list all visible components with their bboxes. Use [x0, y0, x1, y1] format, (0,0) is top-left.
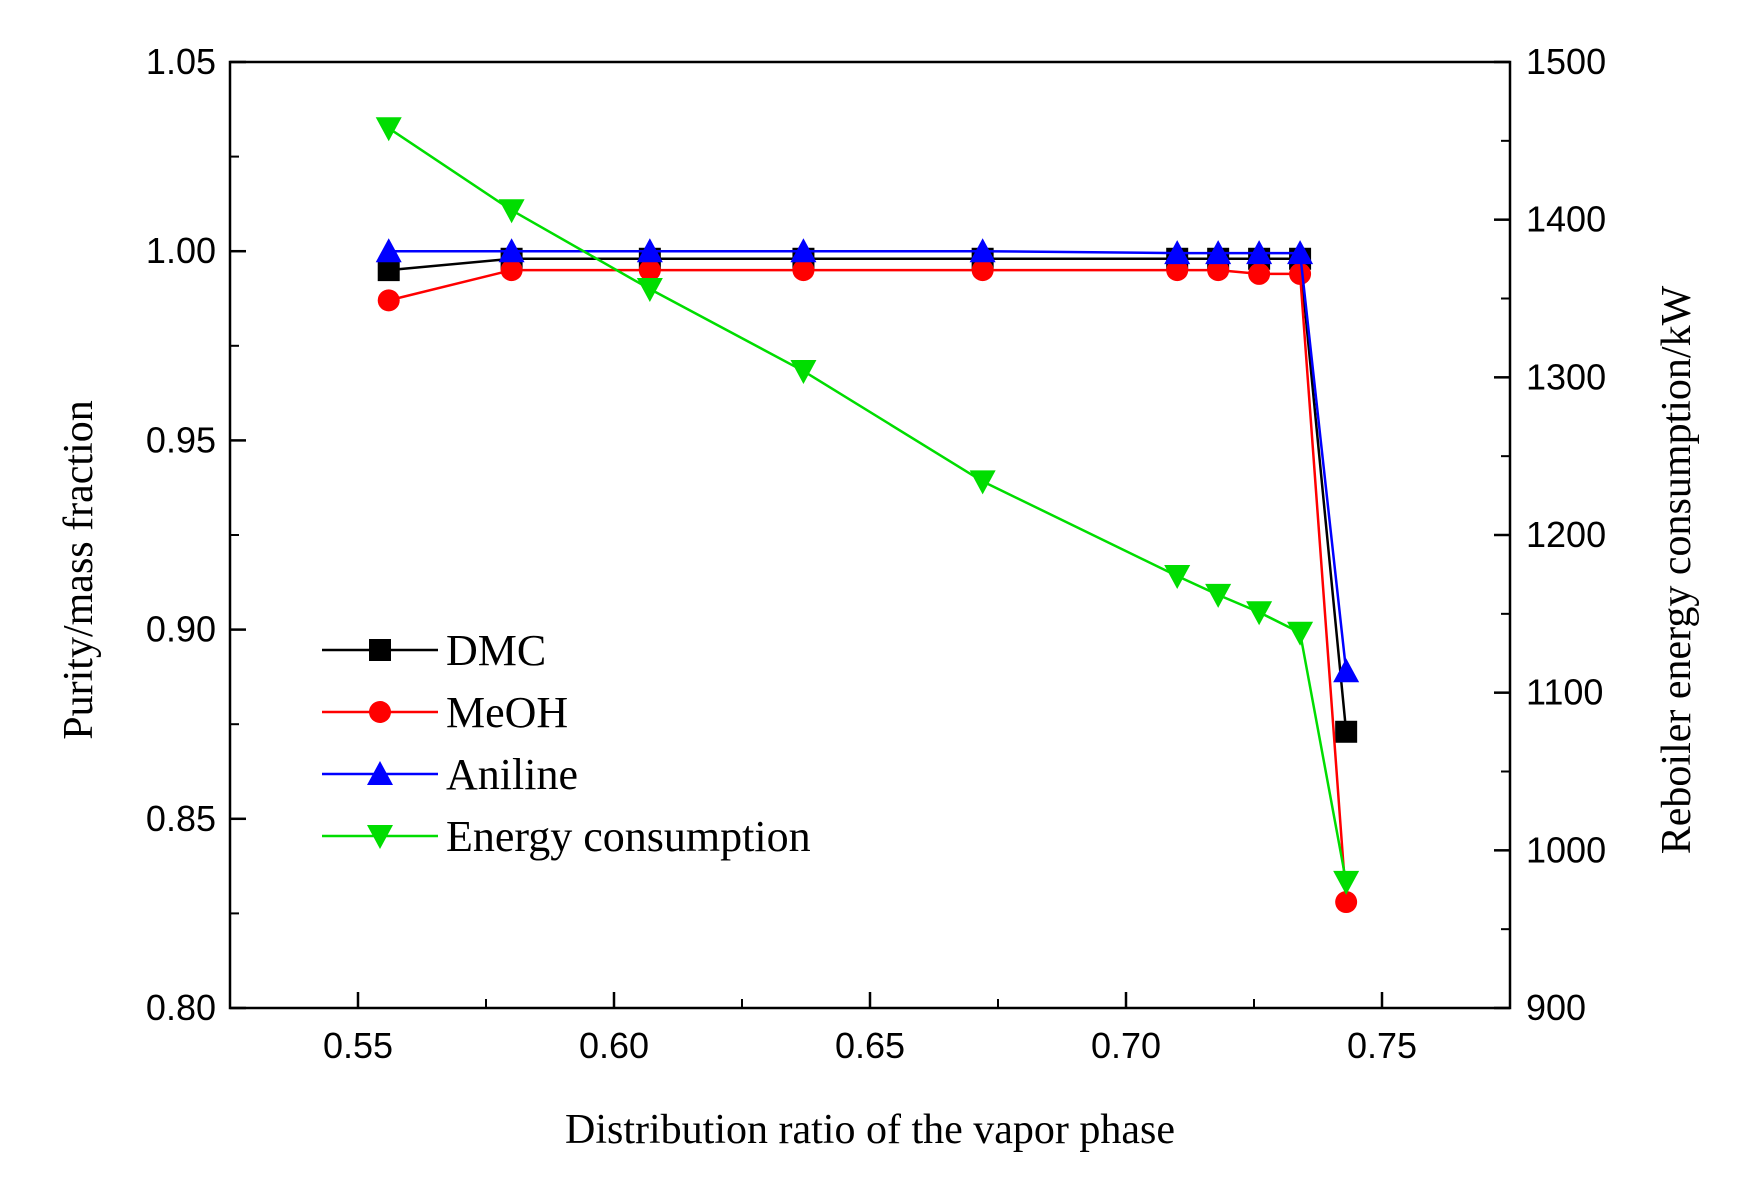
data-point-energy-consumption [375, 117, 402, 142]
legend-marker-meoh [369, 701, 391, 723]
data-point-meoh [377, 289, 400, 312]
y-tick-label: 0.95 [146, 419, 216, 460]
data-point-aniline [1287, 240, 1314, 265]
legend-item-dmc: DMC [322, 626, 546, 675]
y-tick-label: 1.05 [146, 41, 216, 82]
y2-tick-label: 1200 [1526, 514, 1606, 555]
legend-item-aniline: Aniline [322, 750, 578, 799]
y-axis-title: Purity/mass fraction [56, 400, 102, 739]
x-tick-label: 0.60 [579, 1025, 649, 1066]
data-point-aniline [1333, 658, 1360, 683]
y2-tick-label: 1500 [1526, 41, 1606, 82]
y2-tick-label: 1000 [1526, 829, 1606, 870]
series-layer [375, 117, 1360, 914]
data-point-aniline [375, 238, 402, 263]
legend-label-meoh: MeOH [446, 688, 568, 737]
legend-label-dmc: DMC [446, 626, 546, 675]
series-line-dmc [388, 257, 1348, 732]
data-point-energy-consumption [1287, 621, 1314, 646]
legend-marker-energy-consumption [367, 825, 393, 849]
data-point-meoh [792, 259, 815, 282]
data-point-meoh [1248, 262, 1271, 285]
y-tick-label: 0.85 [146, 798, 216, 839]
data-point-energy-consumption [969, 470, 996, 495]
data-point-energy-consumption [636, 278, 663, 303]
data-point-dmc [1335, 720, 1358, 743]
series-line-energy-consumption [388, 127, 1348, 883]
data-point-energy-consumption [1333, 870, 1360, 895]
data-point-energy-consumption [790, 360, 817, 385]
legend-marker-aniline [367, 761, 393, 785]
y2-tick-label: 1100 [1526, 672, 1603, 713]
data-point-aniline [1164, 240, 1191, 265]
x-tick-label: 0.70 [1091, 1025, 1161, 1066]
series-line-aniline [388, 249, 1348, 672]
legend: DMC MeOH Aniline Energy consumption [322, 626, 811, 861]
y2-axis-title: Reboiler energy consumption/kW [1654, 285, 1700, 854]
y2-tick-label: 1300 [1526, 356, 1606, 397]
y-tick-label: 1.00 [146, 230, 216, 271]
series-line-meoh [388, 268, 1348, 903]
data-point-meoh [1207, 259, 1230, 282]
legend-label-energy-consumption: Energy consumption [446, 812, 811, 861]
data-point-meoh [1289, 262, 1312, 285]
legend-item-meoh: MeOH [322, 688, 568, 737]
y2-tick-label: 1400 [1526, 199, 1606, 240]
data-point-aniline [969, 238, 996, 263]
data-point-dmc [377, 259, 400, 282]
x-axis-title: Distribution ratio of the vapor phase [565, 1107, 1175, 1153]
data-point-energy-consumption [1164, 564, 1191, 589]
data-point-meoh [638, 259, 661, 282]
y-tick-label: 0.90 [146, 609, 216, 650]
data-point-meoh [1335, 891, 1358, 914]
x-tick-label: 0.55 [323, 1025, 393, 1066]
x-tick-label: 0.75 [1347, 1025, 1417, 1066]
axes: 0.55 0.60 0.65 0.70 0.75 0.80 0.85 0.90 0.95 1.00… [146, 41, 1606, 1066]
series-energy-consumption [375, 117, 1360, 895]
data-point-aniline [790, 238, 817, 263]
data-point-energy-consumption [1205, 583, 1232, 608]
legend-marker-dmc [369, 639, 391, 661]
data-point-aniline [1246, 240, 1273, 265]
data-point-meoh [1166, 259, 1189, 282]
data-point-meoh [500, 259, 523, 282]
y2-tick-label: 900 [1526, 987, 1586, 1028]
series-aniline [375, 238, 1360, 683]
series-meoh [377, 259, 1358, 914]
data-point-energy-consumption [498, 199, 525, 224]
data-point-energy-consumption [1246, 601, 1273, 626]
legend-item-energy-consumption: Energy consumption [322, 812, 811, 861]
x-tick-label: 0.65 [835, 1025, 905, 1066]
legend-label-aniline: Aniline [446, 750, 578, 799]
data-point-aniline [636, 238, 663, 263]
data-point-aniline [498, 238, 525, 263]
data-point-aniline [1205, 240, 1232, 265]
data-point-meoh [971, 259, 994, 282]
y-tick-label: 0.80 [146, 987, 216, 1028]
